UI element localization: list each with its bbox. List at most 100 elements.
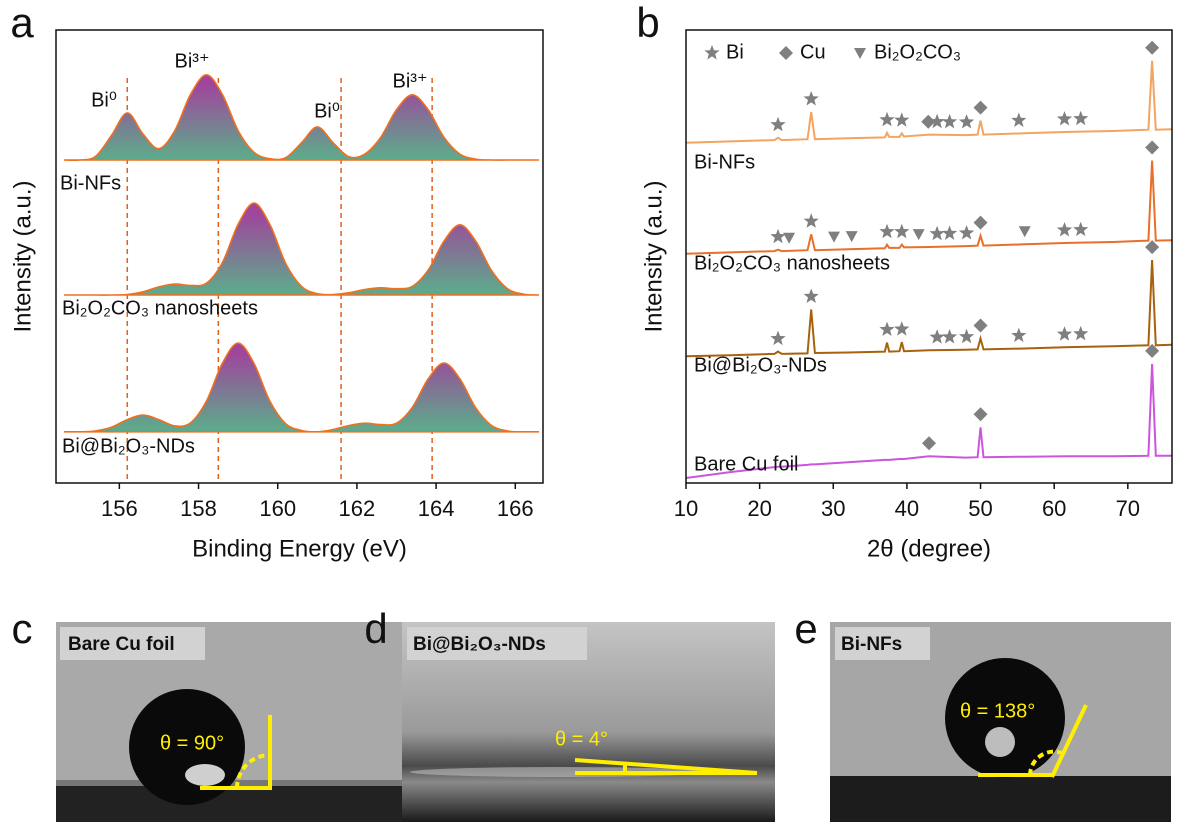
peak-marker [929,113,945,129]
peak-marker [770,228,786,244]
series-label: Bi@Bi₂O₃-NDs [694,354,827,376]
x-tick-label: 30 [821,496,845,521]
peak-marker [828,231,841,243]
photo-label: Bare Cu foil [68,634,175,655]
peak-marker [973,407,988,422]
angle-label: θ = 138° [960,700,1035,722]
peak-label: Bi³⁺ [175,50,210,72]
peak-marker [958,328,975,344]
peak-marker [894,321,910,336]
peak-marker [1056,111,1073,126]
legend-marker [704,45,720,60]
series-label: Bi₂O₂CO₃ nanosheets [694,252,890,274]
substrate [56,785,405,822]
plot-frame [685,29,1173,484]
peak-marker [879,321,895,336]
peak-marker [879,223,895,239]
label-box [60,627,205,660]
angle-line [1050,704,1088,778]
spectrum-area [63,73,539,162]
photo-panel [830,622,1171,822]
y-axis-label: Intensity (a.u.) [9,180,36,332]
peak-marker [1145,140,1160,155]
peak-marker [879,111,895,127]
peak-marker [1056,222,1073,237]
pattern-line [685,160,1173,255]
panel-letter: b [636,0,659,46]
peak-marker [1073,325,1089,341]
y-axis-label: Intensity (a.u.) [640,180,667,332]
pattern-line [685,363,1172,479]
photo-panel [402,622,775,822]
peak-marker [770,330,786,346]
peak-marker [912,229,925,241]
series-label: Bi@Bi₂O₃-NDs [62,435,195,457]
peak-marker [894,223,910,239]
panel-letter: d [364,605,387,652]
peak-marker [1056,326,1073,341]
panel-letter: c [12,605,33,652]
x-tick-label: 156 [101,496,138,521]
series-label: Bi-NFs [694,151,755,173]
peak-marker [803,288,819,303]
peak-marker [1145,40,1160,55]
series-label: Bi₂O₂CO₃ nanosheets [62,297,258,319]
legend-label: Cu [800,41,826,63]
x-axis-label: 2θ (degree) [867,535,991,562]
peak-label: Bi⁰ [91,89,117,111]
x-tick-label: 158 [180,496,217,521]
peak-marker [973,318,988,333]
x-tick-label: 10 [674,496,698,521]
x-tick-label: 40 [895,496,919,521]
angle-arc [235,753,271,789]
peak-marker [958,225,975,240]
label-box [407,627,587,660]
photo-label: Bi@Bi₂O₃-NDs [413,634,546,655]
angle-label: θ = 90° [160,732,224,754]
peak-marker [929,225,945,241]
angle-label: θ = 4° [555,728,608,750]
peak-marker [803,213,819,228]
peak-marker [1011,327,1027,343]
angle-line [574,758,758,775]
spectrum-area [63,342,540,433]
angle-arc [1028,749,1063,776]
photo-label: Bi-NFs [841,634,902,655]
spectrum-area [63,202,540,296]
photo-panel [56,622,405,822]
panel-letter: e [794,605,817,652]
peak-marker [1145,343,1160,358]
peak-marker [845,231,858,243]
peak-label: Bi⁰ [314,100,340,122]
peak-marker [921,114,936,129]
legend-label: Bi [726,41,744,63]
label-box [835,627,930,660]
x-tick-label: 60 [1042,496,1066,521]
peak-label: Bi³⁺ [393,70,428,92]
peak-marker [1073,221,1089,237]
peak-marker [770,116,786,132]
peak-marker [1011,112,1027,127]
x-tick-label: 160 [259,496,296,521]
legend-marker [779,46,793,60]
peak-marker [783,232,796,244]
x-tick-label: 70 [1116,496,1140,521]
x-tick-label: 20 [747,496,771,521]
pattern-line [685,260,1173,358]
series-label: Bare Cu foil [694,453,799,475]
peak-marker [973,100,988,115]
peak-marker [894,112,910,127]
substrate [830,776,1171,822]
pattern-line [685,60,1173,144]
peak-marker [942,113,958,129]
droplet-highlight [185,764,225,786]
x-axis-label: Binding Energy (eV) [192,535,407,562]
peak-marker [973,215,988,230]
legend-label: Bi₂O₂CO₃ [874,41,961,63]
peak-marker [803,91,819,106]
droplet [945,658,1065,778]
peak-marker [1018,226,1031,238]
x-tick-label: 166 [497,496,534,521]
peak-marker [1073,110,1089,126]
